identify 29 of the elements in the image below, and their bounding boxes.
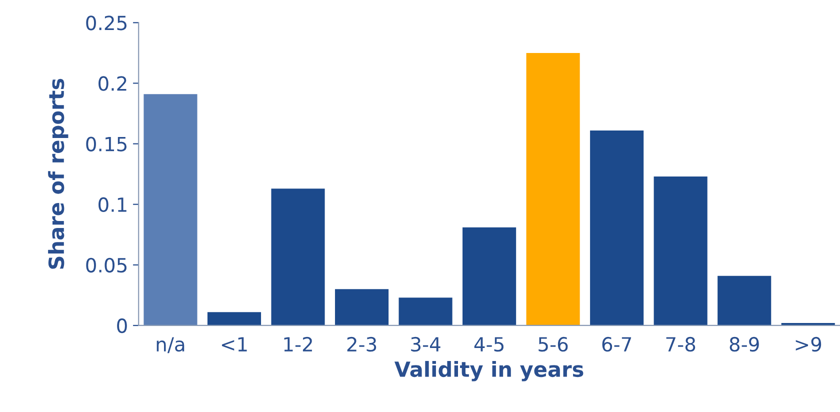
bar [654,176,708,326]
y-axis-title: Share of reports [48,78,68,269]
y-tick-label: 0.15 [86,136,126,152]
x-tick-label: 2-3 [347,336,376,352]
y-tick-label: 0.2 [98,76,126,91]
bar [718,276,772,326]
bar [590,130,644,326]
x-tick-label: n/a [156,337,184,354]
x-tick-label: >9 [796,336,822,352]
y-tick-label: 0.05 [86,258,126,273]
x-tick-label: 6-7 [602,336,632,352]
y-tick-label: 0.25 [86,16,126,30]
x-tick-label: 5-6 [538,336,568,352]
x-axis-title: Validity in years [394,360,584,382]
bar [207,312,262,326]
bar [398,298,452,326]
x-tick-label: 3-4 [411,336,440,352]
y-tick-label: 0.1 [98,197,126,212]
x-tick-label: 4-5 [474,337,504,352]
x-tick-label: <1 [222,337,247,352]
y-tick-label: 0 [117,318,127,334]
x-tick-label: 1-2 [284,336,312,352]
x-tick-label: 7-8 [666,336,696,352]
bar [271,188,325,326]
bar [526,52,580,326]
bar [334,289,389,326]
x-tick-label: 8-9 [730,336,759,352]
bar [144,94,198,326]
bar [462,227,516,326]
